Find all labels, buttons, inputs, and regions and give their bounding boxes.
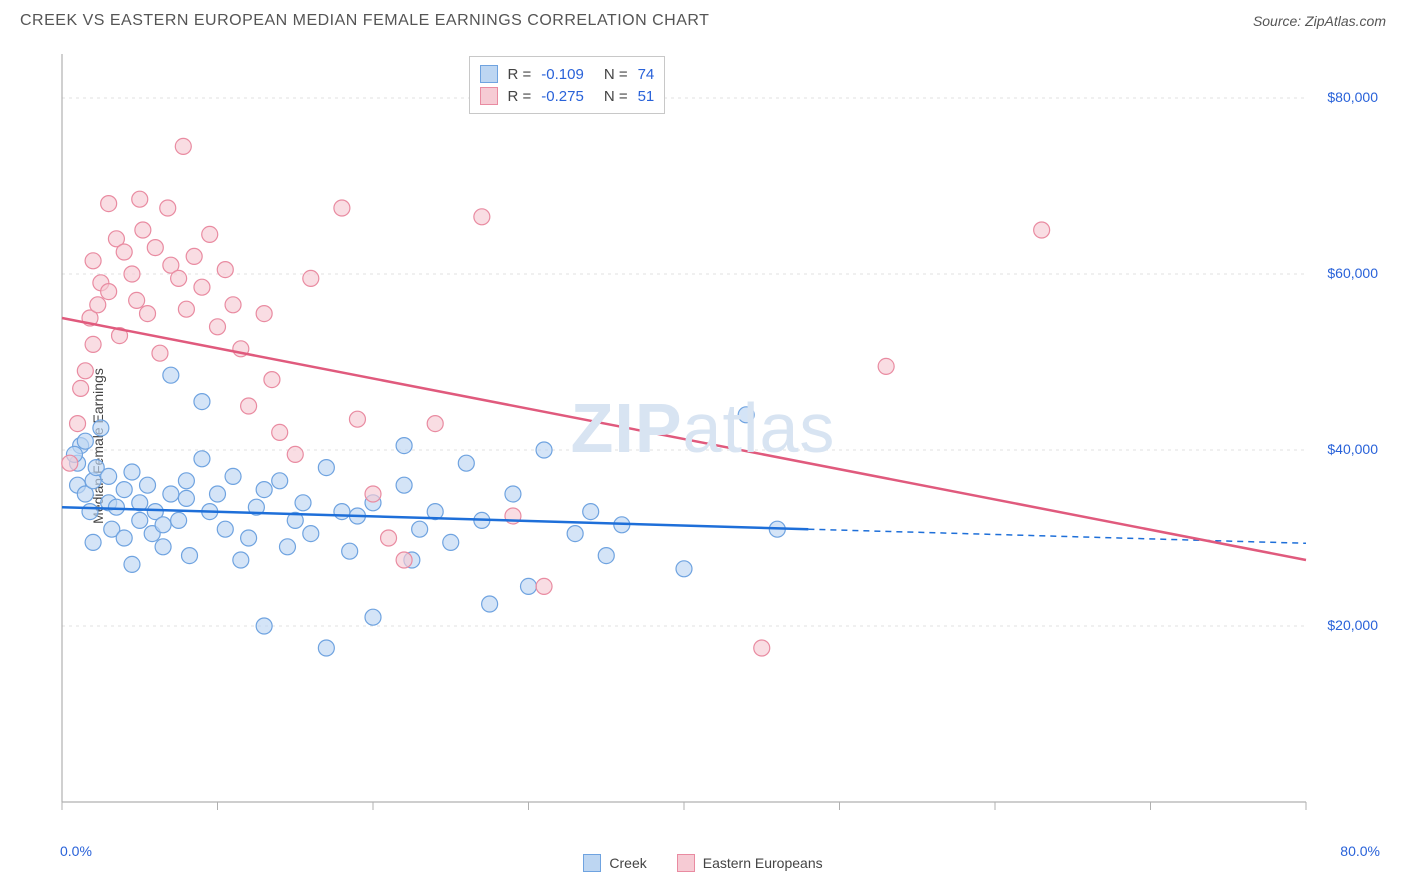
legend-item: Creek xyxy=(583,854,646,872)
stat-n-value: 51 xyxy=(638,88,655,105)
stat-r-label: R = xyxy=(508,66,532,83)
stat-n-label: N = xyxy=(604,66,628,83)
chart-header: CREEK VS EASTERN EUROPEAN MEDIAN FEMALE … xyxy=(0,0,1406,38)
series-swatch xyxy=(480,65,498,83)
correlation-scatter-chart xyxy=(58,50,1386,832)
stats-row: R = -0.275 N = 51 xyxy=(480,85,655,107)
stats-row: R = -0.109 N = 74 xyxy=(480,63,655,85)
chart-title: CREEK VS EASTERN EUROPEAN MEDIAN FEMALE … xyxy=(20,12,709,30)
stat-r-label: R = xyxy=(508,88,532,105)
y-tick-label: $20,000 xyxy=(1327,617,1378,633)
y-tick-label: $40,000 xyxy=(1327,441,1378,457)
stat-n-value: 74 xyxy=(638,66,655,83)
y-tick-label: $80,000 xyxy=(1327,89,1378,105)
stat-r-value: -0.109 xyxy=(541,66,584,83)
source-label: Source: ZipAtlas.com xyxy=(1253,13,1386,29)
stat-n-label: N = xyxy=(604,88,628,105)
legend-item: Eastern Europeans xyxy=(677,854,823,872)
legend-label: Eastern Europeans xyxy=(703,855,823,871)
stat-r-value: -0.275 xyxy=(541,88,584,105)
series-legend: Creek Eastern Europeans xyxy=(0,854,1406,872)
legend-swatch xyxy=(583,854,601,872)
legend-label: Creek xyxy=(609,855,646,871)
correlation-stats-box: R = -0.109 N = 74 R = -0.275 N = 51 xyxy=(469,56,666,114)
y-tick-label: $60,000 xyxy=(1327,265,1378,281)
series-swatch xyxy=(480,87,498,105)
legend-swatch xyxy=(677,854,695,872)
